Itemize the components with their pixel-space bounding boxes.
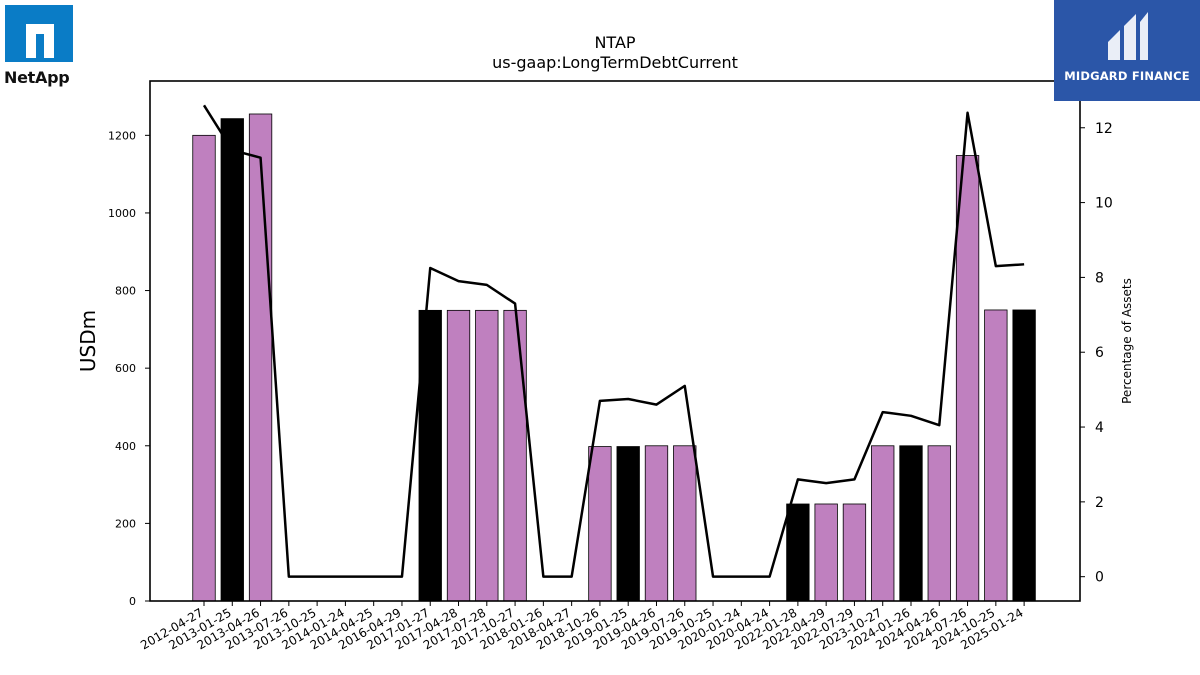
y2-tick-label: 0 bbox=[1095, 570, 1104, 586]
y2-tick-label: 6 bbox=[1095, 345, 1104, 361]
bar-23 bbox=[842, 503, 867, 602]
netapp-logo bbox=[4, 4, 80, 94]
midgard-mark-icon bbox=[1108, 12, 1148, 60]
y-tick-label: 0 bbox=[129, 595, 136, 608]
bar-11 bbox=[503, 309, 527, 602]
bar-24 bbox=[871, 445, 895, 602]
midgard-logo: MIDGARD FINANCE bbox=[1054, 0, 1200, 101]
y-tick-label: 600 bbox=[115, 362, 136, 375]
bar-25 bbox=[899, 445, 923, 602]
bar-22 bbox=[814, 503, 838, 602]
y-tick-label: 200 bbox=[115, 517, 136, 530]
chart-title: NTAP bbox=[594, 33, 635, 52]
y-tick-label: 1200 bbox=[108, 129, 136, 142]
netapp-mark-icon bbox=[5, 5, 73, 62]
y2-tick-label: 10 bbox=[1095, 196, 1113, 212]
bar-1 bbox=[220, 118, 244, 602]
bar-29 bbox=[1012, 309, 1036, 602]
bar-27 bbox=[955, 155, 980, 602]
bar-15 bbox=[616, 446, 640, 602]
percentage-line bbox=[202, 104, 1025, 578]
y2-tick-label: 2 bbox=[1095, 495, 1104, 511]
bar-16 bbox=[644, 445, 669, 602]
bar-21 bbox=[786, 503, 810, 602]
bar-9 bbox=[446, 309, 471, 602]
midgard-wordmark: MIDGARD FINANCE bbox=[1064, 69, 1190, 83]
y-tick-label: 400 bbox=[115, 440, 136, 453]
y-tick-label: 800 bbox=[115, 285, 136, 298]
bar-26 bbox=[927, 445, 951, 602]
y2-tick-label: 12 bbox=[1095, 121, 1113, 137]
bar-28 bbox=[984, 309, 1008, 602]
y2-tick-label: 8 bbox=[1095, 270, 1104, 286]
bar-10 bbox=[475, 309, 499, 602]
bar-14 bbox=[588, 446, 612, 602]
chart-subtitle: us-gaap:LongTermDebtCurrent bbox=[492, 53, 738, 72]
netapp-wordmark: NetApp bbox=[4, 68, 70, 87]
y2-axis-label: Percentage of Assets bbox=[1120, 278, 1134, 404]
bar-series bbox=[192, 113, 1036, 602]
bar-2 bbox=[248, 113, 273, 602]
y-axis-label: USDm bbox=[76, 310, 100, 372]
y2-tick-label: 4 bbox=[1095, 420, 1104, 436]
bar-0 bbox=[192, 134, 216, 602]
y-tick-label: 1000 bbox=[108, 207, 136, 220]
bar-17 bbox=[673, 445, 697, 602]
plot-frame bbox=[149, 80, 1081, 602]
line-series bbox=[202, 104, 1025, 578]
